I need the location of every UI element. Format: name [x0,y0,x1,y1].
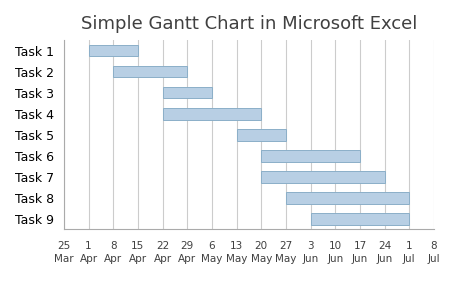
Bar [88,45,138,56]
Text: 25: 25 [57,241,70,251]
Text: 17: 17 [353,241,366,251]
Title: Simple Gantt Chart in Microsoft Excel: Simple Gantt Chart in Microsoft Excel [81,15,417,33]
Text: May: May [251,255,272,264]
Text: Apr: Apr [79,255,97,264]
Text: 15: 15 [131,241,145,251]
Text: 6: 6 [209,241,215,251]
Bar [163,87,212,99]
Text: 27: 27 [279,241,293,251]
Text: Jun: Jun [303,255,319,264]
Text: Mar: Mar [54,255,74,264]
Text: May: May [226,255,247,264]
Text: May: May [275,255,297,264]
Text: Jun: Jun [377,255,393,264]
Text: 3: 3 [307,241,314,251]
Text: 22: 22 [156,241,169,251]
Text: 1: 1 [85,241,92,251]
Text: 8: 8 [110,241,116,251]
Text: Apr: Apr [129,255,147,264]
Text: Jun: Jun [352,255,368,264]
Text: 24: 24 [378,241,391,251]
Text: Jul: Jul [428,255,440,264]
Text: Jun: Jun [327,255,343,264]
Bar [286,192,409,204]
Text: Jul: Jul [403,255,416,264]
Bar [261,150,360,162]
Text: 20: 20 [255,241,268,251]
Text: Apr: Apr [154,255,172,264]
Bar [163,108,261,119]
Text: 8: 8 [431,241,437,251]
Text: 13: 13 [230,241,243,251]
Bar [113,66,187,78]
Bar [237,129,286,140]
Text: May: May [201,255,223,264]
Text: 1: 1 [406,241,413,251]
Text: 10: 10 [329,241,342,251]
Text: Apr: Apr [104,255,122,264]
Bar [311,213,409,225]
Text: 29: 29 [180,241,194,251]
Bar [261,171,385,183]
Text: Apr: Apr [178,255,196,264]
